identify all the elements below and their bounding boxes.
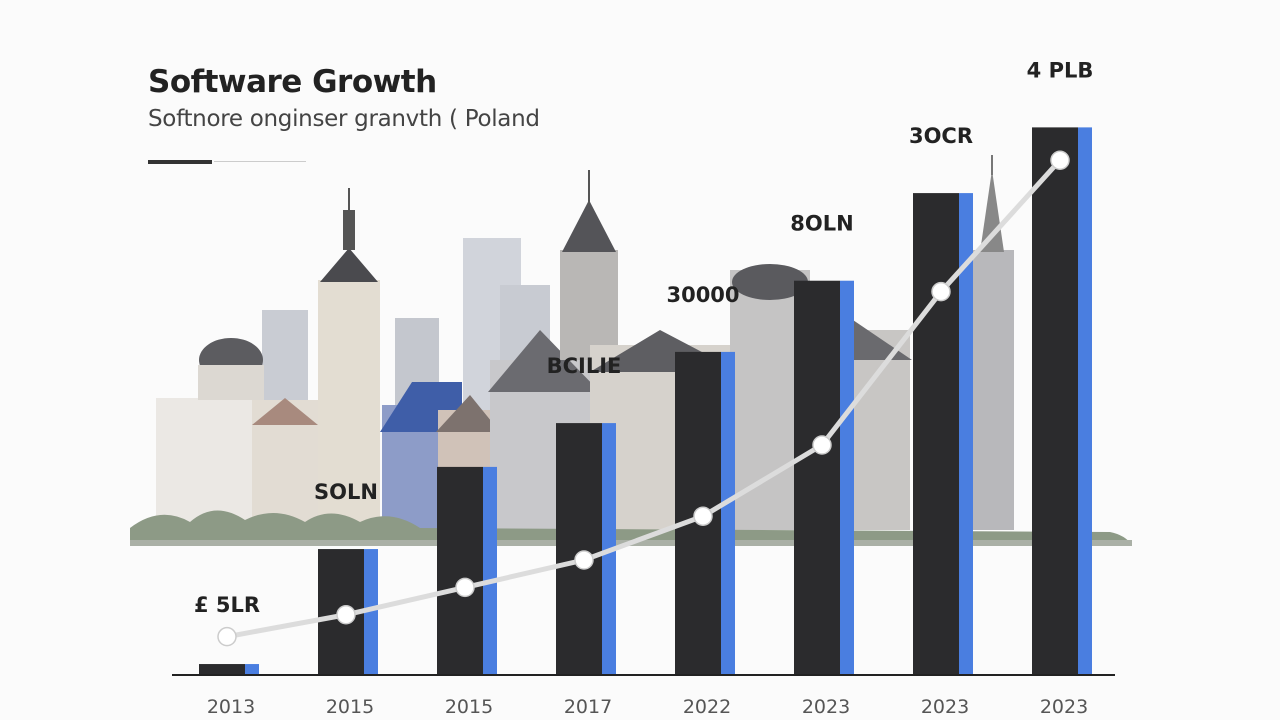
title-underline (148, 160, 212, 164)
x-tick-label: 2023 (1040, 696, 1088, 718)
x-tick-label: 2023 (802, 696, 850, 718)
trend-point (574, 550, 594, 570)
bar-accent (840, 280, 854, 675)
title-underline-light (214, 161, 306, 162)
bar (913, 193, 959, 675)
x-tick-label: 2013 (207, 696, 255, 718)
chart-title: Software Growth (148, 64, 437, 100)
city-skyline-illustration (130, 155, 1132, 546)
data-label: 30000 (666, 283, 739, 307)
trend-point (217, 626, 237, 647)
trend-point (455, 577, 475, 598)
trend-point (812, 435, 832, 455)
bar-accent (721, 351, 735, 675)
bar-accent (245, 664, 259, 675)
x-tick-label: 2015 (445, 696, 493, 718)
data-label: 8OLN (790, 212, 853, 236)
bar (1032, 127, 1078, 675)
bar (199, 664, 245, 675)
data-label: SOLN (314, 480, 378, 504)
data-label: BCILIE (547, 354, 622, 378)
data-label: £ 5LR (194, 593, 260, 617)
bar (556, 423, 602, 675)
bar-accent (1078, 127, 1092, 675)
trend-point (931, 281, 951, 302)
trend-point (336, 605, 356, 625)
bar (794, 280, 840, 675)
bar-accent (364, 549, 378, 675)
x-tick-label: 2022 (683, 696, 731, 718)
bar-accent (959, 193, 973, 675)
x-tick-label: 2015 (326, 696, 374, 718)
bar-accent (483, 466, 497, 675)
data-label: 3OCR (909, 124, 973, 148)
x-tick-label: 2023 (921, 696, 969, 718)
bar (437, 466, 483, 675)
chart-subtitle: Softnore onginser granvth ( Poland (148, 106, 540, 132)
trend-point (693, 506, 713, 526)
x-tick-label: 2017 (564, 696, 612, 718)
data-label: 4 PLB (1027, 58, 1094, 82)
trend-point (1050, 150, 1070, 170)
trend-line (226, 158, 1062, 640)
